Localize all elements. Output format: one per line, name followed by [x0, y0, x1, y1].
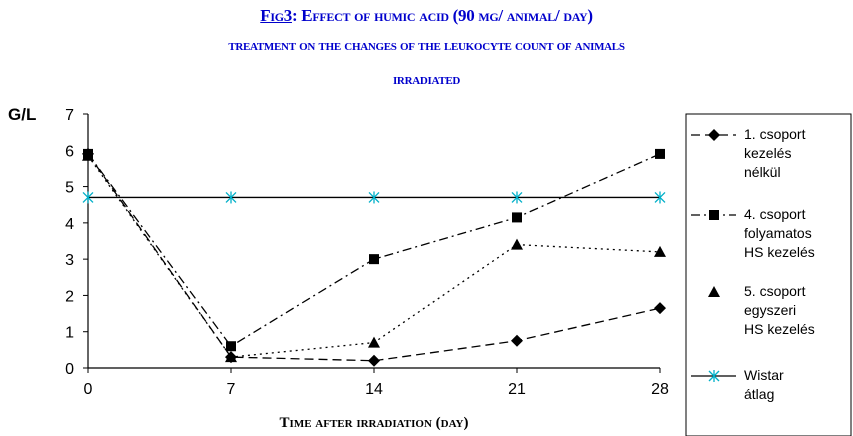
data-point-series-3: [82, 149, 94, 161]
data-point-series-3: [654, 245, 666, 257]
legend-marker-2: [709, 210, 719, 220]
legend-label-2: folyamatos: [744, 225, 812, 241]
x-tick-label: 14: [365, 381, 383, 398]
x-tick-label: 0: [84, 381, 93, 398]
data-point-series-1: [654, 302, 666, 315]
data-point-series-4: [511, 191, 523, 204]
y-tick-label: 3: [65, 252, 74, 269]
legend-label-1: kezelés: [744, 145, 791, 161]
y-tick-label: 4: [65, 216, 74, 233]
data-point-series-2: [512, 212, 522, 223]
legend-label-1: nélkül: [744, 164, 781, 180]
legend-box: [685, 113, 852, 436]
legend-label-4: Wistar: [744, 367, 784, 383]
data-point-series-1: [368, 354, 380, 367]
y-tick-label: 5: [65, 180, 74, 197]
y-tick-label: 0: [65, 361, 74, 378]
x-tick-label: 7: [227, 381, 236, 398]
legend-marker-1: [708, 129, 720, 141]
y-tick-label: 7: [65, 107, 74, 124]
data-point-series-4: [368, 191, 380, 204]
data-point-series-4: [82, 191, 94, 204]
legend-label-2: HS kezelés: [744, 244, 815, 260]
chart-title-text: : Effect of humic acid (90 mg/ animal/ d…: [291, 6, 593, 25]
x-axis-label: Time after irradiation (day): [280, 415, 469, 431]
chart-title-line-3: irradiated: [392, 72, 461, 88]
data-point-series-2: [369, 254, 379, 265]
chart-title-line-1: Fig3: Effect of humic acid (90 mg/ anima…: [0, 6, 853, 26]
data-point-series-4: [654, 191, 666, 204]
data-point-series-1: [511, 334, 523, 347]
figure-label: Fig3: [260, 6, 292, 25]
legend-label-4: átlag: [744, 386, 774, 402]
y-axis-label: G/L: [8, 105, 36, 124]
legend-label-3: egyszeri: [744, 302, 796, 318]
chart-title-line-2: treatment on the changes of the leukocyt…: [228, 38, 625, 54]
legend-label-3: 5. csoport: [744, 283, 806, 299]
data-point-series-3: [368, 336, 380, 348]
data-point-series-2: [226, 341, 236, 352]
data-point-series-2: [655, 148, 665, 159]
x-tick-label: 28: [651, 381, 669, 398]
data-point-series-3: [511, 238, 523, 250]
x-tick-label: 21: [508, 381, 526, 398]
data-point-series-4: [225, 191, 237, 204]
legend-marker-4: [708, 370, 720, 382]
data-point-series-3: [225, 351, 237, 363]
series-line-2: [87, 153, 661, 348]
legend-label-3: HS kezelés: [744, 321, 815, 337]
legend-label-1: 1. csoport: [744, 126, 806, 142]
y-tick-label: 2: [65, 288, 74, 305]
legend-label-2: 4. csoport: [744, 206, 806, 222]
legend-marker-3: [708, 286, 720, 297]
y-tick-label: 1: [65, 325, 74, 342]
y-tick-label: 6: [65, 143, 74, 160]
